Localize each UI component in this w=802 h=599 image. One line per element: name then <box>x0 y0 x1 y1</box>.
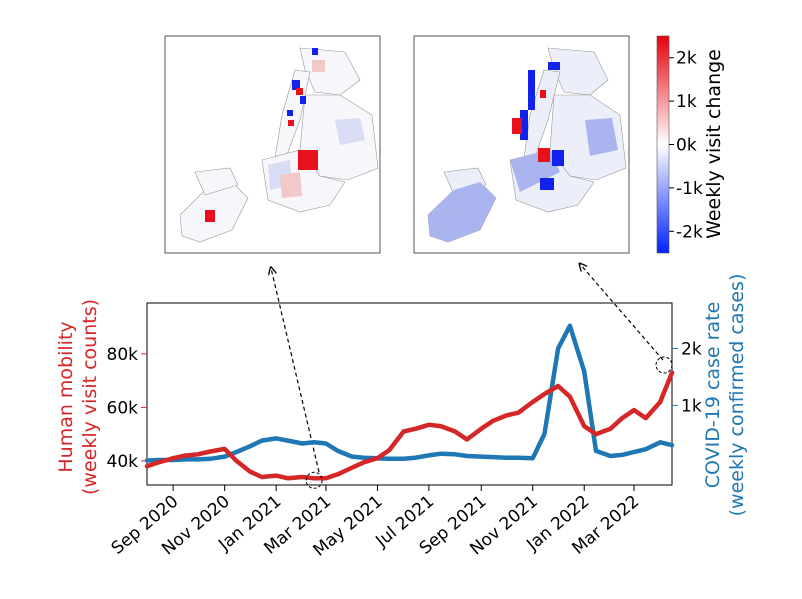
colorbar-tick-label: 1k <box>676 92 697 112</box>
colorbar-label: Weekly visit change <box>703 49 725 239</box>
map-panel-left <box>164 35 381 254</box>
y-axis-right-label-line2: (weekly confirmed cases) <box>726 274 748 517</box>
colorbar-tick-label: 2k <box>676 49 697 69</box>
series-line-cases <box>144 323 675 463</box>
series-line-mobility <box>144 370 675 481</box>
y-left-tick-label: 80k <box>107 345 139 365</box>
y-axis-left-label-line2: (weekly visit counts) <box>79 299 101 495</box>
colorbar-gradient <box>656 35 670 254</box>
y-right-tick-label: 1k <box>681 396 702 416</box>
colorbar-tick-label: -2k <box>676 222 703 242</box>
arrow-right <box>580 264 664 361</box>
y-left-tick-label: 40k <box>107 452 139 472</box>
colorbar-tick-label: 0k <box>676 136 697 156</box>
y-axis-right-label-line1: COVID-19 case rate <box>702 302 724 489</box>
highlight-circle <box>305 471 323 489</box>
colorbar: 2k 1k 0k -1k -2k Weekly visit change <box>656 35 725 254</box>
y-axis-left-label-line1: Human mobility <box>55 321 77 472</box>
y-left-tick-label: 60k <box>107 398 139 418</box>
highlight-circle <box>655 356 673 374</box>
map-panel-right <box>413 35 630 254</box>
map-area-nj <box>194 167 239 196</box>
zoom-arrows <box>271 264 664 473</box>
colorbar-tick-label: -1k <box>676 179 703 199</box>
y-right-tick-label: 2k <box>681 340 702 360</box>
plot-frame <box>146 302 673 486</box>
